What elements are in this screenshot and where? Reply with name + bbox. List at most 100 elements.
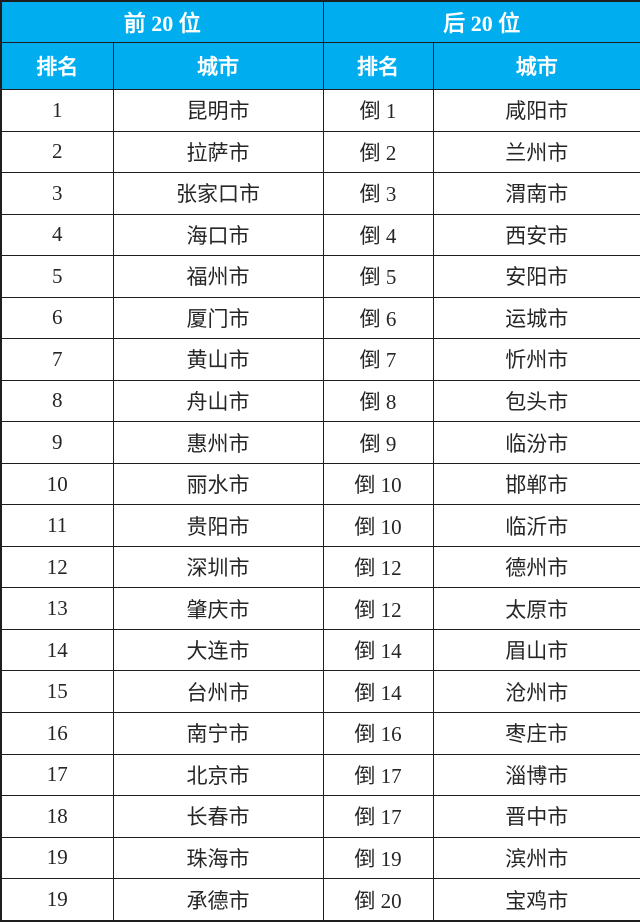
city-cell-right: 枣庄市 — [432, 711, 640, 755]
city-cell-left: 肇庆市 — [112, 587, 324, 630]
city-cell-right: 咸阳市 — [432, 89, 640, 132]
table-row: 12 深圳市 倒 12 德州市 — [0, 545, 640, 589]
column-header-rank-left: 排名 — [0, 42, 114, 90]
rank-cell-left: 18 — [0, 795, 114, 838]
rank-cell-right: 倒 10 — [322, 504, 434, 547]
rank-cell-right: 倒 3 — [322, 172, 434, 215]
rank-cell-left: 5 — [0, 255, 114, 298]
city-cell-right: 眉山市 — [432, 628, 640, 672]
city-cell-left: 海口市 — [112, 213, 324, 257]
table-row: 3 张家口市 倒 3 渭南市 — [0, 172, 640, 215]
city-cell-left: 大连市 — [112, 628, 324, 672]
rank-cell-right: 倒 5 — [322, 255, 434, 298]
city-cell-left: 昆明市 — [112, 89, 324, 132]
table-row: 19 承德市 倒 20 宝鸡市 — [0, 878, 640, 922]
city-cell-right: 淄博市 — [432, 753, 640, 797]
rank-cell-right: 倒 20 — [322, 878, 434, 922]
rank-cell-right: 倒 17 — [322, 795, 434, 838]
table-row: 11 贵阳市 倒 10 临沂市 — [0, 504, 640, 547]
table-row: 9 惠州市 倒 9 临汾市 — [0, 421, 640, 464]
table-row: 5 福州市 倒 5 安阳市 — [0, 255, 640, 298]
city-cell-left: 南宁市 — [112, 711, 324, 755]
city-cell-left: 舟山市 — [112, 379, 324, 423]
table-row: 7 黄山市 倒 7 忻州市 — [0, 338, 640, 381]
rank-cell-left: 16 — [0, 711, 114, 755]
city-cell-left: 珠海市 — [112, 836, 324, 880]
table-header: 前 20 位 后 20 位 排名 城市 排名 城市 — [0, 0, 640, 90]
city-cell-left: 黄山市 — [112, 338, 324, 381]
city-cell-right: 包头市 — [432, 379, 640, 423]
rank-cell-right: 倒 7 — [322, 338, 434, 381]
city-cell-right: 太原市 — [432, 587, 640, 630]
rank-cell-left: 19 — [0, 836, 114, 880]
column-header-rank-right: 排名 — [322, 42, 434, 90]
table-row: 13 肇庆市 倒 12 太原市 — [0, 587, 640, 630]
city-cell-right: 临沂市 — [432, 504, 640, 547]
rank-cell-right: 倒 12 — [322, 545, 434, 589]
rank-cell-right: 倒 8 — [322, 379, 434, 423]
rank-cell-right: 倒 2 — [322, 130, 434, 174]
rank-cell-right: 倒 16 — [322, 711, 434, 755]
rank-cell-left: 15 — [0, 670, 114, 713]
table-row: 8 舟山市 倒 8 包头市 — [0, 379, 640, 423]
table-row: 16 南宁市 倒 16 枣庄市 — [0, 711, 640, 755]
table-row: 4 海口市 倒 4 西安市 — [0, 213, 640, 257]
city-cell-left: 北京市 — [112, 753, 324, 797]
rank-cell-left: 3 — [0, 172, 114, 215]
city-cell-left: 台州市 — [112, 670, 324, 713]
city-cell-left: 拉萨市 — [112, 130, 324, 174]
table-row: 19 珠海市 倒 19 滨州市 — [0, 836, 640, 880]
column-header-city-right: 城市 — [432, 42, 640, 90]
city-cell-right: 运城市 — [432, 296, 640, 340]
city-cell-left: 承德市 — [112, 878, 324, 922]
group-header-top20: 前 20 位 — [0, 0, 324, 43]
rank-cell-right: 倒 17 — [322, 753, 434, 797]
city-cell-left: 惠州市 — [112, 421, 324, 464]
rank-cell-left: 6 — [0, 296, 114, 340]
city-cell-right: 西安市 — [432, 213, 640, 257]
city-cell-right: 渭南市 — [432, 172, 640, 215]
city-cell-right: 邯郸市 — [432, 462, 640, 506]
table-row: 6 厦门市 倒 6 运城市 — [0, 296, 640, 340]
rank-cell-right: 倒 10 — [322, 462, 434, 506]
city-cell-right: 晋中市 — [432, 795, 640, 838]
rank-cell-right: 倒 14 — [322, 628, 434, 672]
column-header-city-left: 城市 — [112, 42, 324, 90]
table-row: 15 台州市 倒 14 沧州市 — [0, 670, 640, 713]
rank-cell-left: 11 — [0, 504, 114, 547]
table-row: 10 丽水市 倒 10 邯郸市 — [0, 462, 640, 506]
city-cell-left: 福州市 — [112, 255, 324, 298]
rank-cell-left: 8 — [0, 379, 114, 423]
rank-cell-left: 1 — [0, 89, 114, 132]
city-cell-right: 安阳市 — [432, 255, 640, 298]
group-header-row: 前 20 位 后 20 位 — [0, 0, 640, 43]
table-body: 1 昆明市 倒 1 咸阳市 2 拉萨市 倒 2 兰州市 3 张家口市 倒 3 渭… — [0, 89, 640, 922]
rank-cell-left: 9 — [0, 421, 114, 464]
rank-cell-right: 倒 14 — [322, 670, 434, 713]
city-cell-left: 贵阳市 — [112, 504, 324, 547]
rank-cell-left: 17 — [0, 753, 114, 797]
rank-cell-right: 倒 12 — [322, 587, 434, 630]
rank-cell-right: 倒 1 — [322, 89, 434, 132]
group-header-bottom20: 后 20 位 — [322, 0, 640, 43]
city-cell-left: 长春市 — [112, 795, 324, 838]
city-cell-right: 忻州市 — [432, 338, 640, 381]
city-cell-right: 宝鸡市 — [432, 878, 640, 922]
rank-cell-left: 7 — [0, 338, 114, 381]
rank-cell-left: 13 — [0, 587, 114, 630]
rank-cell-left: 2 — [0, 130, 114, 174]
table-row: 14 大连市 倒 14 眉山市 — [0, 628, 640, 672]
rank-cell-left: 14 — [0, 628, 114, 672]
rank-cell-left: 12 — [0, 545, 114, 589]
table-row: 17 北京市 倒 17 淄博市 — [0, 753, 640, 797]
city-cell-right: 滨州市 — [432, 836, 640, 880]
city-cell-right: 兰州市 — [432, 130, 640, 174]
rank-cell-left: 10 — [0, 462, 114, 506]
city-cell-right: 临汾市 — [432, 421, 640, 464]
city-cell-right: 沧州市 — [432, 670, 640, 713]
column-header-row: 排名 城市 排名 城市 — [0, 42, 640, 90]
city-cell-left: 深圳市 — [112, 545, 324, 589]
city-cell-left: 丽水市 — [112, 462, 324, 506]
rank-cell-left: 19 — [0, 878, 114, 922]
